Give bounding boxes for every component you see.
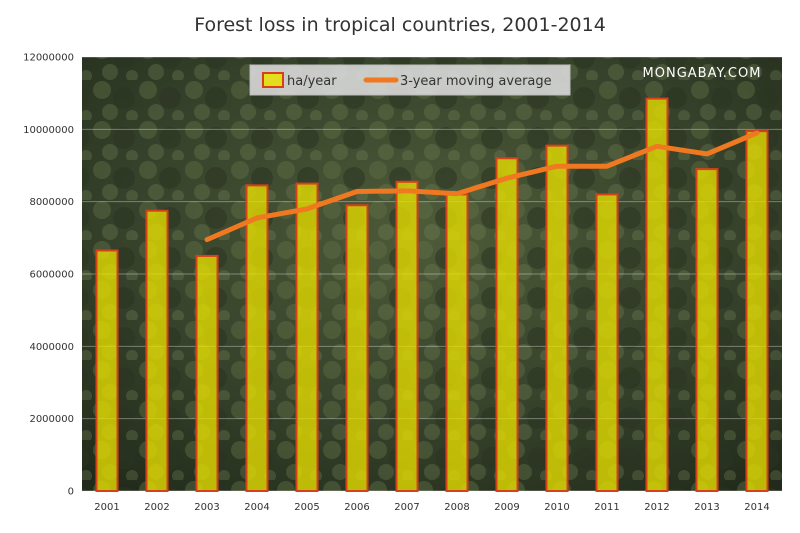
x-tick-label: 2011 [594, 502, 619, 513]
x-tick-label: 2010 [544, 502, 569, 513]
x-tick-label: 2007 [394, 502, 419, 513]
x-tick-label: 2005 [294, 502, 319, 513]
bar [495, 157, 519, 492]
bar [145, 209, 169, 492]
x-tick-label: 2003 [194, 502, 219, 513]
watermark-text: MONGABAY.COM [643, 66, 762, 81]
bar [245, 184, 269, 492]
bar [595, 193, 619, 493]
x-tick-label: 2013 [694, 502, 719, 513]
legend-label-line: 3-year moving average [400, 74, 552, 89]
bar [195, 254, 219, 492]
x-tick-label: 2002 [144, 502, 169, 513]
chart-title: Forest loss in tropical countries, 2001-… [194, 14, 606, 36]
bar [545, 144, 569, 492]
y-tick-label: 8000000 [29, 197, 74, 208]
x-tick-label: 2012 [644, 502, 669, 513]
legend-box [249, 64, 571, 96]
y-tick-label: 4000000 [29, 342, 74, 353]
y-tick-label: 10000000 [23, 125, 74, 136]
bar [695, 168, 719, 492]
x-tick-label: 2004 [244, 502, 269, 513]
legend-label-bar: ha/year [287, 74, 337, 89]
bar [95, 249, 119, 492]
x-tick-label: 2014 [744, 502, 769, 513]
y-tick-label: 6000000 [29, 270, 74, 281]
y-tick-label: 0 [68, 487, 74, 498]
x-tick-label: 2008 [444, 502, 469, 513]
bar [395, 180, 419, 492]
bar [645, 97, 669, 492]
x-tick-label: 2001 [94, 502, 119, 513]
y-tick-label: 2000000 [29, 414, 74, 425]
moving-average-line [204, 130, 760, 243]
bar [445, 193, 469, 493]
bar [745, 130, 769, 492]
legend-bar-swatch [262, 72, 284, 88]
x-tick-label: 2006 [344, 502, 369, 513]
y-tick-label: 12000000 [23, 53, 74, 64]
bar [345, 204, 369, 493]
bar [295, 182, 319, 492]
x-tick-label: 2009 [494, 502, 519, 513]
